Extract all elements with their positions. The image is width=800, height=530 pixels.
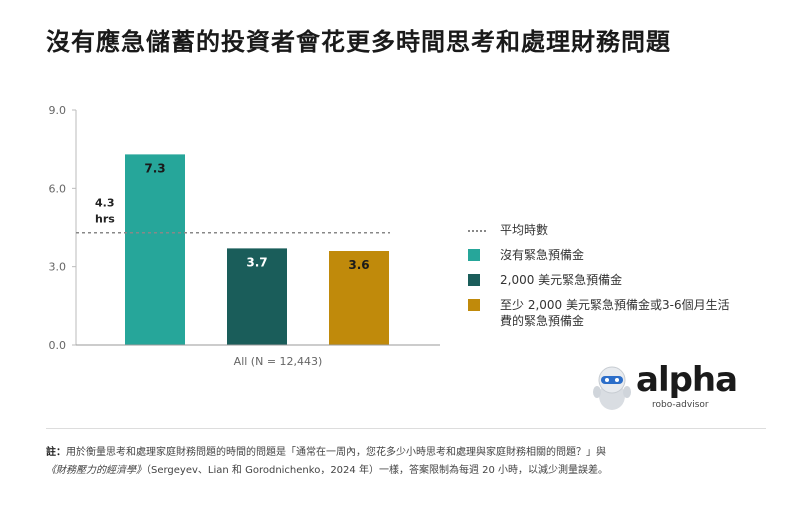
average-value-label: 4.3: [95, 197, 115, 210]
bar-value-label: 7.3: [144, 161, 165, 175]
legend-label: 平均時數: [500, 223, 549, 237]
note-label: 註：: [46, 447, 66, 458]
dotted-line-icon: [468, 230, 486, 232]
bar: [125, 154, 185, 345]
legend-item-full-fund: 至少 2,000 美元緊急預備金或3-6個月生活 費的緊急預備金: [468, 297, 788, 329]
legend-item-no-emergency-fund: 沒有緊急預備金: [468, 247, 788, 263]
legend: 平均時數 沒有緊急預備金 2,000 美元緊急預備金 至少 2,000 美元緊急…: [468, 222, 788, 338]
average-line-group: 4.3 hrs: [76, 197, 390, 234]
legend-label: 2,000 美元緊急預備金: [500, 273, 623, 287]
note-reference: 《財務壓力的經濟學》: [46, 465, 146, 476]
swatch-icon: [468, 274, 480, 286]
y-tick-label: 9.0: [49, 104, 67, 117]
y-tick-label: 3.0: [49, 261, 67, 274]
legend-item-2000-fund: 2,000 美元緊急預備金: [468, 272, 788, 288]
average-unit-label: hrs: [95, 213, 115, 226]
chart-title: 沒有應急儲蓄的投資者會花更多時間思考和處理財務問題: [46, 28, 671, 56]
bar-value-label: 3.6: [348, 258, 369, 272]
bar: [227, 248, 287, 345]
y-tick-label: 6.0: [49, 182, 67, 195]
legend-item-average: 平均時數: [468, 222, 788, 238]
robot-mascot-icon: [593, 366, 631, 410]
legend-label-line2: 費的緊急預備金: [500, 314, 585, 328]
x-category-label: All (N = 12,443): [234, 355, 323, 368]
alpha-logo: alpha robo-advisor: [590, 360, 740, 416]
legend-label-line1: 至少 2,000 美元緊急預備金或3-6個月生活: [500, 298, 730, 312]
logo-wordmark: alpha: [636, 360, 738, 400]
bar: [329, 251, 389, 345]
y-axis: 0.0 3.0 6.0 9.0: [49, 104, 77, 352]
divider: [46, 428, 766, 429]
swatch-icon: [468, 249, 480, 261]
bar-value-label: 3.7: [246, 255, 267, 269]
y-tick-label: 0.0: [49, 339, 67, 352]
note-text-2: （Sergeyev、Lian 和 Gorodnichenko，2024 年）一樣…: [146, 465, 609, 476]
legend-label: 沒有緊急預備金: [500, 248, 585, 262]
footnote: 註：用於衡量思考和處理家庭財務問題的時間的問題是「通常在一周內，您花多少小時思考…: [46, 444, 756, 480]
bar-chart: 0.0 3.0 6.0 9.0 7.3 3.7 3.6 4.3 hrs All (N = 1…: [49, 104, 440, 368]
note-text: 用於衡量思考和處理家庭財務問題的時間的問題是「通常在一周內，您花多少小時思考和處…: [66, 447, 606, 458]
swatch-icon: [468, 299, 480, 311]
bars-group: 7.3 3.7 3.6: [125, 154, 389, 345]
legend-label: 至少 2,000 美元緊急預備金或3-6個月生活 費的緊急預備金: [500, 297, 730, 329]
logo-subtitle: robo-advisor: [652, 400, 709, 410]
